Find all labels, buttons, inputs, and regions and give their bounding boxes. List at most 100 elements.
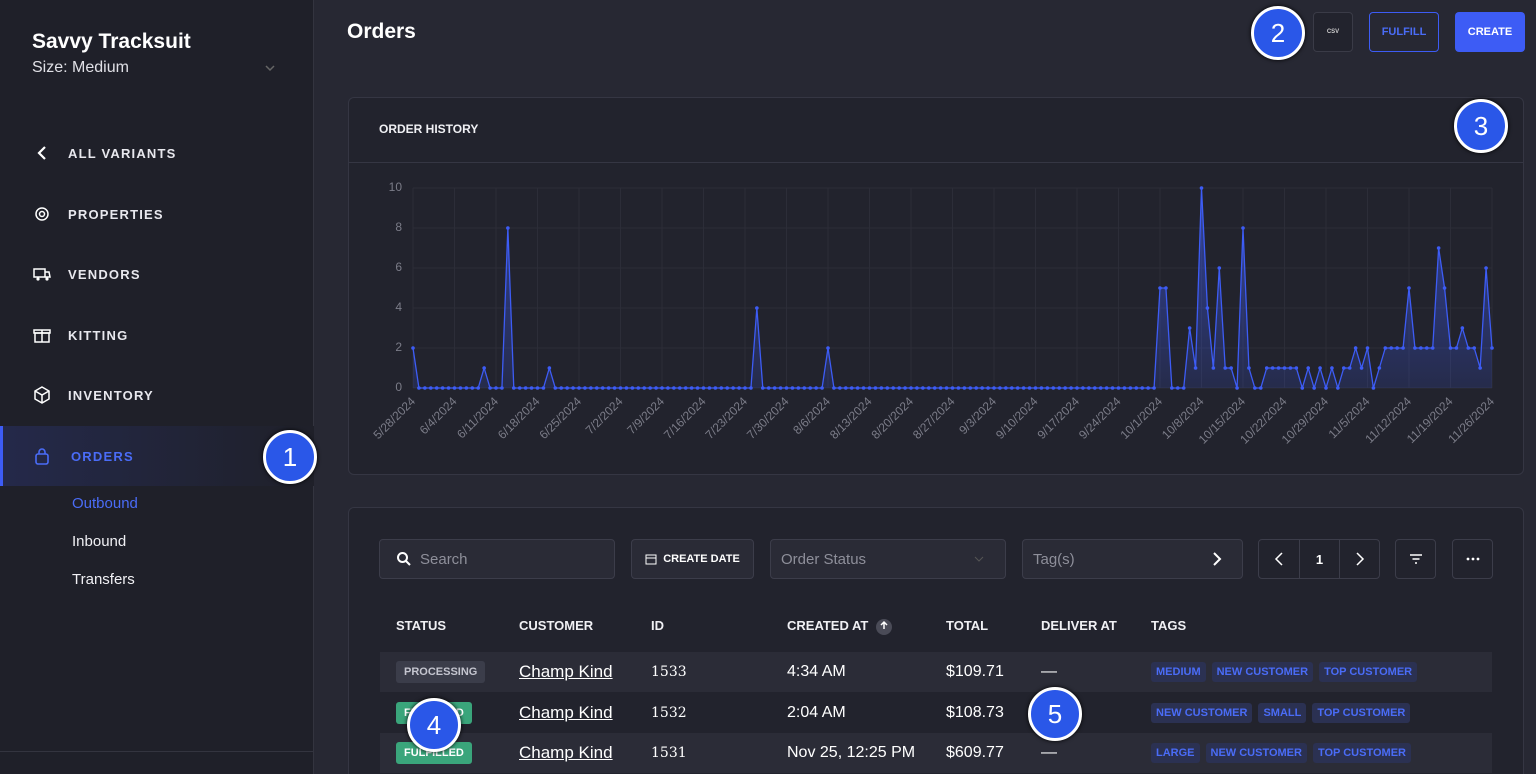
subnav-transfers[interactable]: Transfers (72, 571, 135, 588)
y-tick-label: 6 (395, 260, 402, 274)
point (440, 386, 445, 390)
create-button[interactable]: CREATE (1455, 12, 1525, 52)
tags-select[interactable]: Tag(s) (1022, 539, 1243, 579)
next-page[interactable] (1340, 540, 1379, 578)
point (855, 386, 860, 390)
point (1247, 366, 1251, 370)
point (1253, 386, 1257, 390)
point (594, 386, 599, 390)
nav-vendors[interactable]: VENDORS (0, 244, 314, 304)
point (417, 386, 421, 390)
point (867, 386, 872, 390)
chart-title: ORDER HISTORY (379, 122, 478, 136)
point (1413, 346, 1417, 350)
point (1282, 366, 1287, 370)
nav-properties[interactable]: PROPERTIES (0, 184, 314, 244)
search-input[interactable]: Search (379, 539, 615, 579)
point (814, 386, 818, 390)
search-placeholder: Search (420, 550, 468, 568)
point (1081, 386, 1085, 390)
point (677, 386, 682, 390)
csv-button[interactable]: CSV (1313, 12, 1353, 52)
point (1051, 386, 1056, 390)
point (1460, 326, 1465, 330)
point (1057, 386, 1062, 390)
point (1128, 386, 1133, 390)
fulfill-button[interactable]: FULFILL (1369, 12, 1439, 52)
filter-button[interactable] (1395, 539, 1436, 579)
point (1436, 246, 1441, 250)
nav-label: INVENTORY (68, 387, 154, 403)
point (1419, 346, 1423, 350)
nav-orders[interactable]: ORDERS (0, 426, 314, 486)
y-tick-label: 8 (395, 220, 402, 234)
create-date-button[interactable]: CREATE DATE (631, 539, 754, 579)
point (974, 386, 979, 390)
point (719, 386, 724, 390)
point (1442, 286, 1447, 290)
point (784, 386, 789, 390)
point (695, 386, 700, 390)
point (1033, 386, 1038, 390)
point (500, 386, 504, 390)
point (1004, 386, 1008, 390)
point (944, 386, 949, 390)
point (873, 386, 878, 390)
point (1270, 366, 1275, 370)
point (589, 386, 593, 390)
point (1241, 226, 1245, 230)
point (1490, 346, 1494, 350)
point (511, 386, 516, 390)
order-status-select[interactable]: Order Status (770, 539, 1006, 579)
point (1146, 386, 1150, 390)
x-tick-label: 7/23/2024 (702, 394, 750, 442)
point (938, 386, 943, 390)
nav-inventory[interactable]: INVENTORY (0, 365, 314, 425)
point (411, 346, 415, 350)
point (1341, 366, 1346, 370)
x-tick-label: 8/27/2024 (910, 394, 958, 442)
point (760, 386, 765, 390)
point (446, 386, 451, 390)
nav-all-variants[interactable]: ALL VARIANTS (0, 123, 314, 183)
annotation-marker: 4 (407, 698, 461, 752)
prev-page[interactable] (1259, 540, 1300, 578)
point (1158, 286, 1162, 290)
annotation-marker: 3 (1454, 99, 1508, 153)
nav-kitting[interactable]: KITTING (0, 305, 314, 365)
current-page[interactable]: 1 (1300, 540, 1340, 578)
subnav-outbound[interactable]: Outbound (72, 495, 138, 512)
point (624, 386, 629, 390)
x-tick-label: 6/25/2024 (536, 394, 584, 442)
subnav-inbound[interactable]: Inbound (72, 533, 127, 550)
x-tick-label: 9/10/2024 (993, 394, 1041, 442)
point (820, 386, 824, 390)
point (523, 386, 528, 390)
point (488, 386, 492, 390)
point (553, 386, 558, 390)
point (749, 386, 753, 390)
point (1407, 286, 1411, 290)
point (826, 346, 830, 350)
point (1365, 346, 1370, 350)
x-tick-label: 7/30/2024 (744, 394, 792, 442)
point (636, 386, 641, 390)
point (494, 386, 498, 390)
point (1264, 366, 1269, 370)
point (1110, 386, 1115, 390)
point (1294, 366, 1299, 370)
tags-placeholder: Tag(s) (1033, 550, 1075, 568)
point (1009, 386, 1014, 390)
point (1140, 386, 1145, 390)
point (1098, 386, 1103, 390)
point (1122, 386, 1127, 390)
point (1300, 386, 1305, 390)
point (1205, 306, 1210, 310)
point (980, 386, 984, 390)
point (600, 386, 605, 390)
dropdown-icon[interactable] (264, 62, 276, 74)
point (482, 366, 486, 370)
area (413, 188, 1492, 388)
more-button[interactable] (1452, 539, 1493, 579)
point (1235, 386, 1239, 390)
